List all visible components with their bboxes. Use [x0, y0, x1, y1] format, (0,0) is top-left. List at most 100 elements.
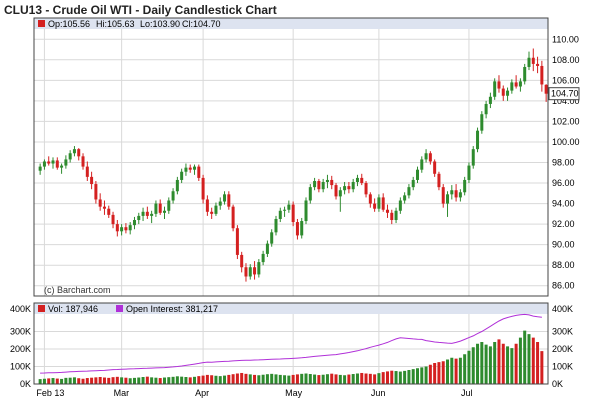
candle-body: [531, 57, 535, 64]
candle-body: [411, 179, 415, 188]
candle-body: [317, 180, 321, 190]
volume-bar: [403, 370, 407, 384]
volume-bar: [261, 374, 265, 384]
candle-body: [107, 208, 111, 215]
candle-body: [360, 177, 364, 184]
candle-body: [334, 185, 338, 197]
candle-body: [128, 225, 132, 231]
volume-bar: [338, 374, 342, 384]
candle-body: [433, 161, 437, 174]
volume-legend-band: [34, 303, 548, 314]
volume-bar: [343, 375, 347, 384]
candle-body: [420, 159, 424, 170]
volume-bar: [463, 354, 467, 384]
candle-body: [506, 90, 510, 96]
volume-bar: [111, 377, 115, 384]
volume-bar: [253, 374, 257, 384]
last-price-label: 104.70: [551, 89, 579, 99]
volume-bar: [355, 373, 359, 384]
candle-body: [60, 165, 64, 168]
candle-body: [218, 201, 222, 206]
candle-body: [270, 232, 274, 244]
candle-body: [223, 194, 227, 202]
candle-body: [55, 160, 59, 168]
volume-bar: [351, 374, 355, 384]
candle-body: [253, 267, 257, 275]
volume-bar: [437, 362, 441, 384]
candle-body: [407, 187, 411, 196]
candle-body: [184, 167, 188, 172]
candle-body: [488, 96, 492, 104]
candle-body: [81, 156, 85, 167]
candle-body: [98, 199, 102, 207]
volume-bar: [94, 377, 98, 384]
volume-bar: [330, 373, 334, 384]
price-y-tick-label: 110.00: [552, 34, 579, 44]
volume-bar: [150, 377, 154, 384]
volume-y-tick-label: 300K: [552, 327, 573, 337]
price-y-tick-label: 102.00: [552, 116, 580, 126]
volume-bar: [77, 378, 81, 384]
candle-body: [167, 200, 171, 211]
volume-bar: [304, 373, 308, 384]
candle-body: [111, 214, 115, 225]
candle-body: [428, 153, 432, 162]
volume-bar: [270, 373, 274, 384]
volume-bar: [458, 357, 462, 384]
candle-body: [450, 190, 454, 195]
candle-body: [471, 149, 475, 166]
price-y-tick-label: 86.00: [552, 281, 575, 291]
volume-bar: [295, 374, 299, 384]
volume-bar: [424, 366, 428, 384]
volume-bar: [205, 374, 209, 384]
price-y-tick-label: 100.00: [552, 137, 580, 147]
candle-body: [373, 203, 377, 209]
volume-bar: [257, 375, 261, 384]
candle-body: [171, 191, 175, 201]
volume-grid: [34, 314, 548, 385]
volume-bar: [313, 374, 317, 384]
candle-body: [77, 149, 81, 157]
candle-body: [68, 153, 72, 160]
candle-body: [278, 210, 282, 219]
candle-body: [304, 200, 308, 222]
volume-bar: [132, 377, 136, 384]
price-y-tick-label: 88.00: [552, 260, 575, 270]
candle-body: [343, 186, 347, 191]
volume-bar: [450, 357, 454, 384]
candle-body: [102, 206, 106, 209]
volume-y-tick-label: 200K: [552, 344, 573, 354]
volume-bar: [42, 378, 46, 384]
volume-bar: [51, 378, 55, 384]
candle-body: [518, 81, 522, 87]
price-y-tick-label: 90.00: [552, 240, 575, 250]
price-panel-frame: [33, 17, 549, 297]
volume-bar: [394, 371, 398, 384]
candle-body: [467, 165, 471, 180]
volume-bar: [98, 377, 102, 384]
ohlc-close: Cl:104.70: [182, 19, 221, 29]
candle-body: [240, 254, 244, 268]
candle-body: [150, 213, 154, 216]
candle-body: [145, 211, 149, 216]
candle-body: [398, 200, 402, 211]
candle-body: [351, 182, 355, 190]
volume-bar: [317, 375, 321, 384]
volume-bar: [107, 377, 111, 384]
price-y-tick-label: 96.00: [552, 178, 575, 188]
chart-title: CLU13 - Crude Oil WTI - Daily Candlestic…: [4, 3, 277, 17]
vol-legend-swatch: [38, 305, 45, 312]
volume-bar: [373, 374, 377, 384]
candle-body: [180, 171, 184, 180]
last-price-tag: [548, 87, 580, 101]
candle-body: [377, 197, 381, 209]
candle-body: [437, 173, 441, 188]
volume-bar: [433, 363, 437, 384]
volume-bar: [47, 378, 51, 384]
candle-body: [364, 183, 368, 195]
volume-bar: [115, 376, 119, 384]
volume-bar: [68, 377, 72, 384]
volume-bar: [193, 376, 197, 384]
volume-bar: [527, 334, 531, 384]
volume-bar: [141, 377, 145, 384]
